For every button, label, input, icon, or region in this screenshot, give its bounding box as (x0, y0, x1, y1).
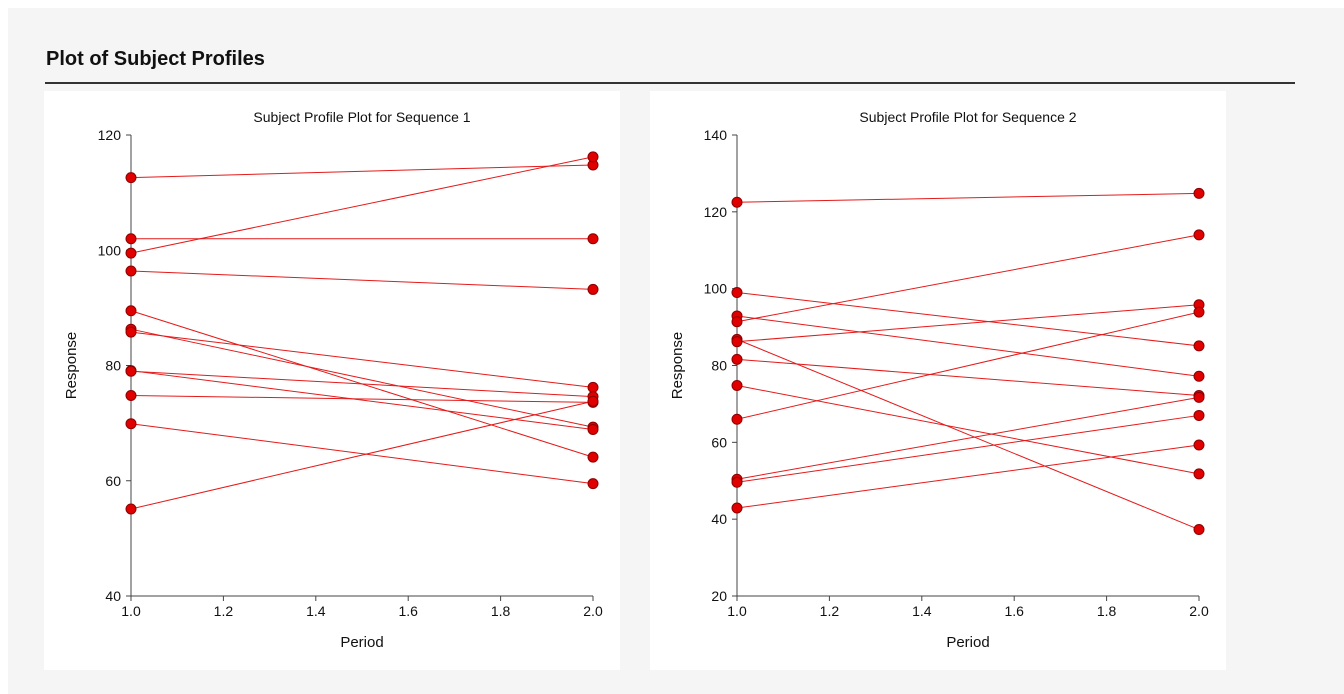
subject-8-period-1-point (731, 379, 743, 391)
subject-3-period-1-point (125, 247, 137, 259)
subject-3-period-2-point (587, 151, 599, 163)
subject-profile-line-9 (736, 311, 1200, 420)
subject-profile-line-6 (736, 304, 1200, 343)
subject-11-period-2-point (1193, 409, 1205, 421)
x-tick-label: 2.0 (1189, 603, 1209, 619)
subject-profile-line-10 (130, 394, 594, 403)
x-tick-label: 1.8 (491, 603, 511, 619)
y-tick-label: 20 (711, 588, 727, 604)
subject-profile-line-7 (130, 331, 594, 388)
subject-8-period-2-point (587, 423, 599, 435)
subject-7-period-1-point (125, 326, 137, 338)
chart-sequence-2: Subject Profile Plot for Sequence 2 20 40 6… (669, 109, 1209, 651)
subject-profile-line-1 (736, 192, 1200, 203)
subject-5-period-1-point (125, 305, 137, 317)
subject-10-period-1-point (125, 389, 137, 401)
subject-11-period-1-point (731, 476, 743, 488)
subject-12-period-1-point (125, 503, 137, 515)
subject-profile-line-11 (736, 414, 1200, 483)
subject-profile-line-6 (130, 328, 594, 428)
x-tick-label: 1.0 (727, 603, 747, 619)
subject-profile-line-4 (130, 270, 594, 290)
chart-panel-sequence-2: Subject Profile Plot for Sequence 2 20 40 6… (650, 91, 1226, 670)
subject-2-period-1-point (731, 287, 743, 299)
y-tick-label: 120 (98, 127, 122, 143)
subject-9-period-2-point (1193, 306, 1205, 318)
y-tick-label: 40 (711, 511, 727, 527)
chart-panel-sequence-1: Subject Profile Plot for Sequence 1 40 60 8… (44, 91, 620, 670)
subject-12-period-1-point (731, 502, 743, 514)
subject-4-period-1-point (125, 265, 137, 277)
subject-profile-line-12 (736, 444, 1200, 509)
subject-12-period-2-point (1193, 439, 1205, 451)
subject-profile-line-11 (130, 423, 594, 485)
subject-profile-line-5 (736, 338, 1200, 531)
subject-profile-line-4 (736, 234, 1200, 323)
subject-9-period-1-point (731, 413, 743, 425)
chart-title: Subject Profile Plot for Sequence 2 (859, 109, 1076, 125)
y-tick-label: 140 (704, 127, 728, 143)
page-title: Plot of Subject Profiles (46, 48, 265, 70)
x-tick-label: 1.8 (1097, 603, 1117, 619)
subject-2-period-1-point (125, 233, 137, 245)
title-divider (45, 82, 1295, 84)
subject-4-period-2-point (1193, 229, 1205, 241)
subject-7-period-1-point (731, 353, 743, 365)
subject-profile-line-2 (736, 292, 1200, 347)
x-tick-label: 1.2 (214, 603, 234, 619)
subject-profile-line-8 (736, 384, 1200, 475)
subject-7-period-2-point (587, 381, 599, 393)
y-tick-label: 80 (711, 358, 727, 374)
x-tick-label: 1.4 (912, 603, 932, 619)
y-axis-label: Response (669, 332, 686, 400)
x-tick-label: 1.6 (1004, 603, 1024, 619)
x-axis-label: Period (946, 634, 989, 651)
subject-10-period-2-point (1193, 391, 1205, 403)
x-tick-label: 2.0 (583, 603, 603, 619)
y-tick-label: 100 (704, 281, 728, 297)
subject-profile-line-7 (736, 358, 1200, 396)
subject-profile-line-9 (130, 370, 594, 398)
x-tick-label: 1.2 (820, 603, 840, 619)
subject-2-period-2-point (1193, 340, 1205, 352)
subject-1-period-2-point (1193, 187, 1205, 199)
subject-1-period-1-point (731, 196, 743, 208)
x-tick-label: 1.4 (306, 603, 326, 619)
x-tick-label: 1.0 (121, 603, 141, 619)
y-tick-label: 60 (711, 434, 727, 450)
subject-5-period-2-point (587, 451, 599, 463)
y-tick-label: 100 (98, 242, 122, 258)
chart-sequence-1: Subject Profile Plot for Sequence 1 40 60 8… (63, 109, 603, 651)
subject-11-period-2-point (587, 478, 599, 490)
subject-2-period-2-point (587, 233, 599, 245)
chart-title: Subject Profile Plot for Sequence 1 (253, 109, 470, 125)
y-tick-label: 60 (105, 473, 121, 489)
y-tick-label: 40 (105, 588, 121, 604)
subject-9-period-1-point (125, 365, 137, 377)
y-tick-label: 120 (704, 204, 728, 220)
subject-4-period-2-point (587, 283, 599, 295)
subject-11-period-1-point (125, 418, 137, 430)
subject-4-period-1-point (731, 316, 743, 328)
subject-1-period-1-point (125, 172, 137, 184)
y-axis-label: Response (63, 332, 80, 400)
subject-6-period-1-point (731, 336, 743, 348)
y-tick-label: 80 (105, 358, 121, 374)
subject-3-period-2-point (1193, 370, 1205, 382)
subject-profile-line-3 (736, 315, 1200, 377)
subject-5-period-2-point (1193, 524, 1205, 536)
subject-8-period-2-point (1193, 468, 1205, 480)
x-axis-label: Period (340, 634, 383, 651)
subject-profile-line-10 (736, 396, 1200, 480)
subject-profile-line-1 (130, 164, 594, 179)
subject-12-period-2-point (587, 395, 599, 407)
subject-profile-line-12 (130, 400, 594, 510)
x-tick-label: 1.6 (398, 603, 418, 619)
subject-profile-line-3 (130, 156, 594, 254)
